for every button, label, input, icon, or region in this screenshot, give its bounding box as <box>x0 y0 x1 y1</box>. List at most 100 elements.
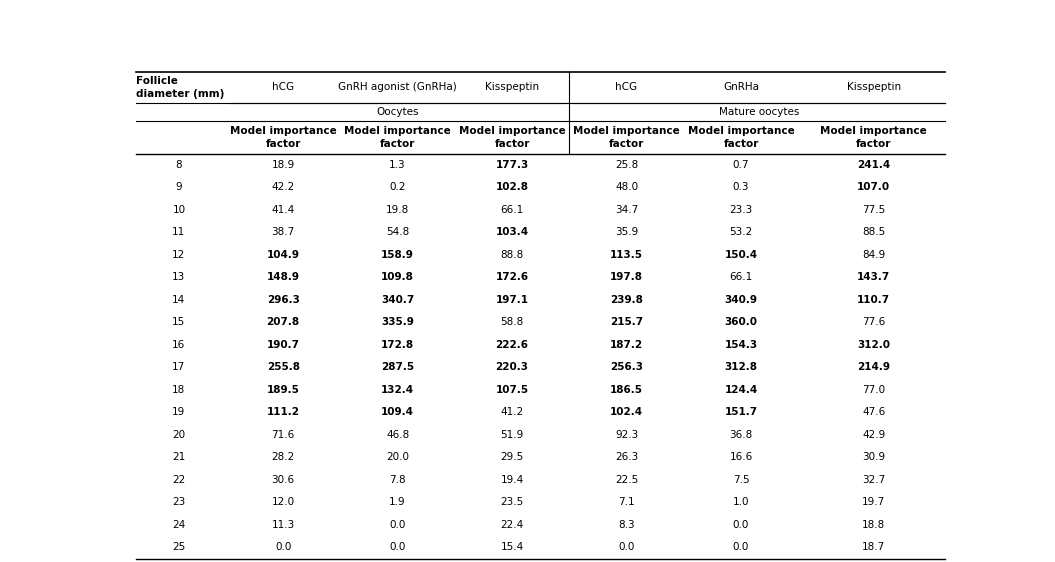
Text: 8.3: 8.3 <box>618 520 635 530</box>
Text: 84.9: 84.9 <box>862 250 885 260</box>
Text: 0.0: 0.0 <box>389 520 406 530</box>
Text: 154.3: 154.3 <box>725 340 757 350</box>
Text: 241.4: 241.4 <box>858 160 890 170</box>
Text: Model importance
factor: Model importance factor <box>688 126 794 148</box>
Text: 110.7: 110.7 <box>858 295 890 305</box>
Text: 46.8: 46.8 <box>386 430 409 440</box>
Text: 25: 25 <box>172 542 186 552</box>
Text: 47.6: 47.6 <box>862 407 885 418</box>
Text: 109.4: 109.4 <box>381 407 415 418</box>
Text: 186.5: 186.5 <box>610 385 644 395</box>
Text: Oocytes: Oocytes <box>377 107 419 117</box>
Text: 11: 11 <box>172 227 186 237</box>
Text: 151.7: 151.7 <box>725 407 757 418</box>
Text: 17: 17 <box>172 362 186 373</box>
Text: 148.9: 148.9 <box>267 273 300 282</box>
Text: 41.2: 41.2 <box>500 407 523 418</box>
Text: 66.1: 66.1 <box>500 205 523 215</box>
Text: GnRH agonist (GnRHa): GnRH agonist (GnRHa) <box>339 83 457 92</box>
Text: 187.2: 187.2 <box>610 340 644 350</box>
Text: 41.4: 41.4 <box>271 205 294 215</box>
Text: Follicle
diameter (mm): Follicle diameter (mm) <box>136 76 225 98</box>
Text: 109.8: 109.8 <box>381 273 414 282</box>
Text: 143.7: 143.7 <box>858 273 890 282</box>
Text: Model importance
factor: Model importance factor <box>230 126 337 148</box>
Text: 172.8: 172.8 <box>381 340 415 350</box>
Text: 23: 23 <box>172 497 186 507</box>
Text: Model importance
factor: Model importance factor <box>821 126 927 148</box>
Text: 172.6: 172.6 <box>496 273 529 282</box>
Text: 18.9: 18.9 <box>271 160 294 170</box>
Text: 312.0: 312.0 <box>858 340 890 350</box>
Text: 53.2: 53.2 <box>729 227 752 237</box>
Text: Kisspeptin: Kisspeptin <box>485 83 539 92</box>
Text: 1.3: 1.3 <box>389 160 406 170</box>
Text: 15: 15 <box>172 318 186 327</box>
Text: 29.5: 29.5 <box>500 452 523 463</box>
Text: 255.8: 255.8 <box>267 362 300 373</box>
Text: 54.8: 54.8 <box>386 227 409 237</box>
Text: 21: 21 <box>172 452 186 463</box>
Text: 10: 10 <box>172 205 186 215</box>
Text: 296.3: 296.3 <box>267 295 300 305</box>
Text: 23.5: 23.5 <box>500 497 523 507</box>
Text: 25.8: 25.8 <box>615 160 638 170</box>
Text: 0.0: 0.0 <box>389 542 406 552</box>
Text: 19.7: 19.7 <box>862 497 885 507</box>
Text: Model importance
factor: Model importance factor <box>573 126 679 148</box>
Text: 66.1: 66.1 <box>729 273 752 282</box>
Text: 22.4: 22.4 <box>500 520 523 530</box>
Text: 132.4: 132.4 <box>381 385 415 395</box>
Text: 214.9: 214.9 <box>858 362 890 373</box>
Text: 9: 9 <box>175 182 183 192</box>
Text: 88.5: 88.5 <box>862 227 885 237</box>
Text: 24: 24 <box>172 520 186 530</box>
Text: 19: 19 <box>172 407 186 418</box>
Text: 220.3: 220.3 <box>496 362 529 373</box>
Text: 12.0: 12.0 <box>271 497 294 507</box>
Text: 197.8: 197.8 <box>610 273 644 282</box>
Text: 335.9: 335.9 <box>381 318 414 327</box>
Text: 340.7: 340.7 <box>381 295 415 305</box>
Text: 207.8: 207.8 <box>267 318 300 327</box>
Text: 0.0: 0.0 <box>733 520 749 530</box>
Text: 42.2: 42.2 <box>271 182 294 192</box>
Text: 51.9: 51.9 <box>500 430 523 440</box>
Text: 107.0: 107.0 <box>858 182 890 192</box>
Text: 0.3: 0.3 <box>733 182 749 192</box>
Text: 197.1: 197.1 <box>496 295 529 305</box>
Text: 42.9: 42.9 <box>862 430 885 440</box>
Text: 12: 12 <box>172 250 186 260</box>
Text: 7.1: 7.1 <box>618 497 635 507</box>
Text: 0.0: 0.0 <box>618 542 635 552</box>
Text: 8: 8 <box>175 160 183 170</box>
Text: 312.8: 312.8 <box>725 362 757 373</box>
Text: 1.9: 1.9 <box>389 497 406 507</box>
Text: 287.5: 287.5 <box>381 362 415 373</box>
Text: 92.3: 92.3 <box>615 430 638 440</box>
Text: 18: 18 <box>172 385 186 395</box>
Text: 71.6: 71.6 <box>271 430 294 440</box>
Text: 88.8: 88.8 <box>500 250 523 260</box>
Text: 20: 20 <box>172 430 186 440</box>
Text: 103.4: 103.4 <box>496 227 529 237</box>
Text: 14: 14 <box>172 295 186 305</box>
Text: 35.9: 35.9 <box>615 227 638 237</box>
Text: Kisspeptin: Kisspeptin <box>847 83 901 92</box>
Text: 360.0: 360.0 <box>725 318 757 327</box>
Text: 30.6: 30.6 <box>271 475 294 485</box>
Text: 36.8: 36.8 <box>729 430 752 440</box>
Text: 111.2: 111.2 <box>267 407 300 418</box>
Text: 18.8: 18.8 <box>862 520 885 530</box>
Text: 107.5: 107.5 <box>496 385 529 395</box>
Text: hCG: hCG <box>272 83 294 92</box>
Text: 13: 13 <box>172 273 186 282</box>
Text: 19.8: 19.8 <box>386 205 409 215</box>
Text: 18.7: 18.7 <box>862 542 885 552</box>
Text: 124.4: 124.4 <box>725 385 757 395</box>
Text: 1.0: 1.0 <box>733 497 749 507</box>
Text: 32.7: 32.7 <box>862 475 885 485</box>
Text: 11.3: 11.3 <box>271 520 294 530</box>
Text: 0.0: 0.0 <box>275 542 291 552</box>
Text: 19.4: 19.4 <box>500 475 523 485</box>
